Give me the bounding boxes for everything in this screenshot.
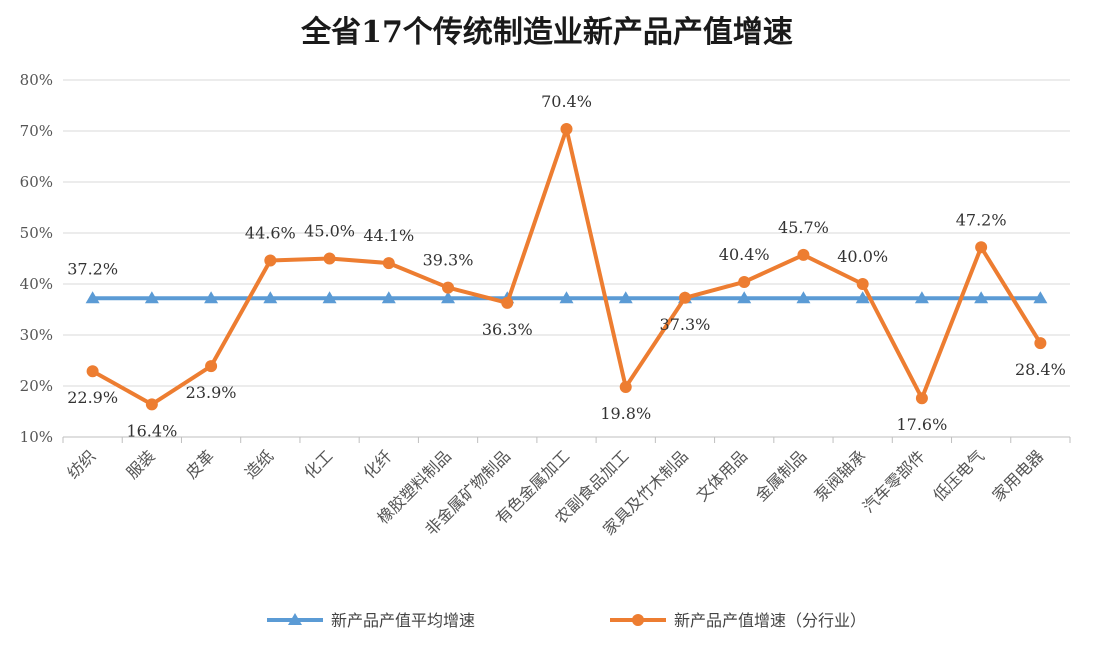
average-point-marker xyxy=(144,291,159,304)
average-point-marker xyxy=(204,291,219,304)
data-label: 39.3% xyxy=(423,251,474,270)
y-tick-label: 80% xyxy=(20,71,53,89)
average-point-marker xyxy=(381,291,396,304)
x-category-label: 家用电器 xyxy=(989,446,1048,505)
industry-point-marker xyxy=(560,122,573,135)
data-label: 19.8% xyxy=(600,404,651,423)
y-tick-label: 40% xyxy=(20,275,53,293)
industry-point-marker xyxy=(975,241,988,254)
average-point-marker xyxy=(974,291,989,304)
industry-point-marker xyxy=(323,252,336,265)
industry-point-marker xyxy=(1034,337,1047,350)
average-point-marker xyxy=(618,291,633,304)
data-label: 37.2% xyxy=(67,259,118,278)
data-labels: 37.2% 22.9% 16.4% 23.9% 44.6% 45.0% 44.1% 39.3%… xyxy=(67,92,1066,440)
data-label: 37.3% xyxy=(660,315,711,334)
legend-label: 新产品产值平均增速 xyxy=(331,611,475,630)
average-point-marker xyxy=(85,291,100,304)
industry-point-marker xyxy=(442,281,455,294)
y-axis-ticks: 10% 20% 30% 40% 50% 60% 70% 80% xyxy=(20,71,53,446)
y-tick-label: 50% xyxy=(20,224,53,242)
data-label: 28.4% xyxy=(1015,360,1066,379)
x-category-label: 服装 xyxy=(123,446,159,482)
x-category-label: 化工 xyxy=(300,446,336,482)
average-point-marker xyxy=(322,291,337,304)
x-category-label: 纺织 xyxy=(63,446,99,482)
data-label: 44.6% xyxy=(245,224,296,243)
series xyxy=(85,122,1048,411)
industry-point-marker xyxy=(86,365,99,378)
x-category-label: 低压电气 xyxy=(929,446,988,505)
y-tick-label: 30% xyxy=(20,326,53,344)
industry-point-marker xyxy=(738,275,751,288)
x-category-label: 文体用品 xyxy=(692,446,751,505)
industry-point-marker xyxy=(678,291,691,304)
x-category-label: 皮革 xyxy=(182,446,218,482)
data-label: 45.7% xyxy=(778,218,829,237)
data-label: 47.2% xyxy=(956,210,1007,229)
data-label: 45.0% xyxy=(304,222,355,241)
data-label: 70.4% xyxy=(541,92,592,111)
y-tick-label: 20% xyxy=(20,377,53,395)
x-axis-ticks: 纺织 服装 皮革 造纸 化工 化纤橡胶塑料制品非金属矿物制品有色金属加工农副食品加工家具及… xyxy=(62,437,1071,539)
series-line-2 xyxy=(91,126,1043,407)
industry-point-marker xyxy=(915,392,928,405)
x-category-label: 汽车零部件 xyxy=(859,446,929,516)
average-point-marker xyxy=(1033,291,1048,304)
average-point-marker xyxy=(441,291,456,304)
y-tick-label: 60% xyxy=(20,173,53,191)
legend-circle-marker xyxy=(632,614,644,626)
industry-point-marker xyxy=(145,398,158,411)
industry-point-marker xyxy=(264,254,277,267)
data-label: 17.6% xyxy=(896,415,947,434)
data-label: 16.4% xyxy=(126,421,177,440)
data-label: 23.9% xyxy=(186,383,237,402)
data-label: 22.9% xyxy=(67,388,118,407)
data-label: 36.3% xyxy=(482,320,533,339)
data-label: 40.4% xyxy=(719,245,770,264)
industry-point-marker xyxy=(856,278,869,290)
average-point-marker xyxy=(796,291,811,304)
legend: 新产品产值平均增速 新产品产值增速（分行业） xyxy=(267,611,866,630)
industry-point-marker xyxy=(205,360,218,373)
y-tick-label: 10% xyxy=(20,428,53,446)
average-point-marker xyxy=(914,291,929,304)
industry-point-marker xyxy=(382,257,395,270)
y-tick-label: 70% xyxy=(20,122,53,140)
average-point-marker xyxy=(263,291,278,304)
data-label: 44.1% xyxy=(363,226,414,245)
legend-triangle-marker xyxy=(288,613,302,625)
industry-point-marker xyxy=(797,248,810,261)
industry-point-marker xyxy=(501,296,514,309)
average-point-marker xyxy=(737,291,752,304)
chart-title: 全省17个传统制造业新产品产值增速 xyxy=(300,15,793,50)
average-point-marker xyxy=(855,291,870,304)
x-category-label: 泵阀轴承 xyxy=(811,446,870,505)
average-point-marker xyxy=(559,291,574,304)
x-category-label: 化纤 xyxy=(360,446,396,482)
x-category-label: 造纸 xyxy=(241,446,277,482)
legend-label: 新产品产值增速（分行业） xyxy=(674,611,866,630)
industry-point-marker xyxy=(619,381,632,394)
x-category-label: 金属制品 xyxy=(752,446,811,505)
data-label: 40.0% xyxy=(837,247,888,266)
